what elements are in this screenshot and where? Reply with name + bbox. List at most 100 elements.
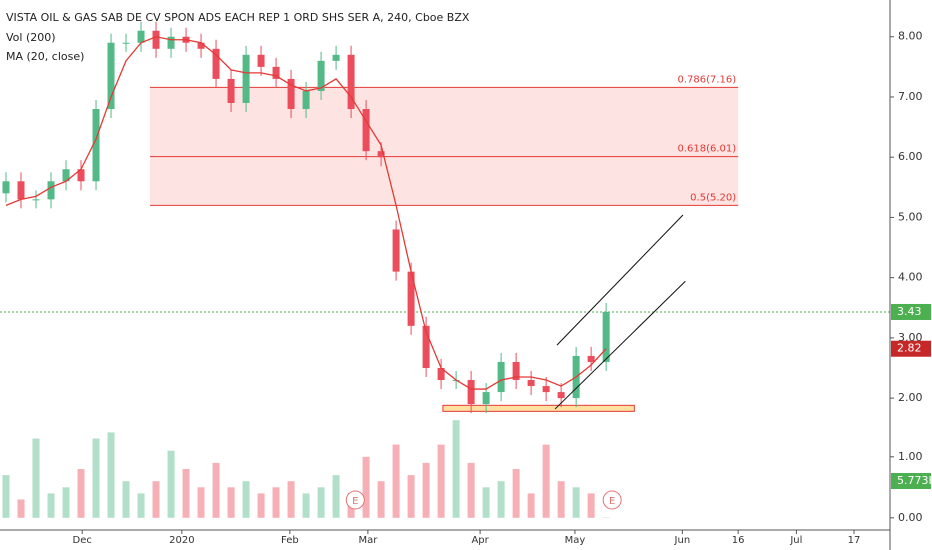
volume-bar: [62, 487, 70, 518]
indicator-label: MA (20, close): [6, 50, 84, 63]
y-tick-label: 6.00: [898, 150, 923, 163]
volume-bar: [212, 462, 220, 518]
volume-bar: [287, 481, 295, 518]
x-tick-label: Apr: [471, 535, 489, 546]
volume-bar: [512, 469, 520, 518]
volume-bar: [452, 420, 460, 518]
candle-body: [242, 54, 250, 103]
candle-body: [527, 380, 535, 387]
volume-bar: [92, 438, 100, 518]
volume-bar: [482, 487, 490, 518]
volume-bar: [242, 481, 250, 518]
candle-body: [122, 42, 130, 44]
candle-body: [32, 199, 40, 201]
earnings-marker: [345, 490, 365, 510]
volume-bar: [377, 481, 385, 518]
y-tick-label: 5.00: [898, 210, 923, 223]
candle-body: [272, 66, 280, 79]
volume-bar: [332, 475, 340, 518]
chart-title: VISTA OIL & GAS SAB DE CV SPON ADS EACH …: [6, 11, 470, 24]
candle-body: [317, 60, 325, 91]
volume-bar: [407, 475, 415, 518]
volume-bar: [77, 469, 85, 518]
volume-bar: [167, 450, 175, 518]
candle-body: [542, 386, 550, 393]
x-tick-label: Jul: [789, 535, 802, 546]
volume-bar: [437, 444, 445, 518]
volume-value-label: 5.773K: [897, 474, 932, 487]
x-tick-label: Dec: [73, 535, 92, 546]
plot: 0.786(7.16) 0.618(6.01) 0.5(5.20) E E: [0, 21, 890, 518]
volume-bar: [2, 475, 10, 518]
volume-bar: [542, 444, 550, 518]
candle-body: [287, 78, 295, 110]
ma-line: [5, 36, 607, 390]
fib-label: 0.5(5.20): [690, 192, 736, 203]
candle-body: [77, 169, 85, 182]
y-tick-label: 8.00: [898, 30, 923, 43]
candle-body: [137, 30, 145, 43]
volume-bar: [197, 487, 205, 518]
candle-body: [47, 181, 55, 200]
candle-body: [212, 48, 220, 79]
volume-tick-label: 1.00: [898, 450, 923, 463]
x-tick-label: 17: [848, 535, 861, 546]
candle-body: [362, 109, 370, 152]
earnings-label: E: [609, 496, 615, 507]
candle-body: [167, 36, 175, 49]
volume-bar: [182, 469, 190, 518]
x-tick-label: Mar: [358, 535, 378, 546]
y-tick-label: 3.00: [898, 331, 923, 344]
volume-tick-label: 0.00: [898, 511, 923, 524]
earnings-marker: [602, 490, 622, 510]
candle-body: [2, 181, 10, 194]
volume-bar: [137, 493, 145, 518]
candle-body: [347, 54, 355, 110]
candle-body: [152, 30, 160, 49]
candle-body: [467, 380, 475, 405]
candle-body: [377, 151, 385, 158]
candle-body: [227, 78, 235, 103]
last-price-label: 3.43: [897, 305, 922, 318]
volume-bar: [422, 462, 430, 518]
volume-bar: [392, 444, 400, 518]
x-tick-label: Feb: [281, 535, 299, 546]
candle-body: [107, 42, 115, 110]
candle-body: [557, 392, 565, 399]
candle-body: [422, 325, 430, 368]
y-tick-label: 7.00: [898, 90, 923, 103]
fib-label: 0.618(6.01): [677, 144, 736, 155]
volume-bar: [272, 487, 280, 518]
volume-bar: [587, 493, 595, 518]
x-tick-label: 16: [732, 535, 745, 546]
ma-value-label-box: [891, 340, 931, 357]
candle-body: [92, 109, 100, 182]
candle-body: [302, 90, 310, 110]
x-tick-label: 2020: [169, 535, 194, 546]
candle-body: [482, 392, 490, 405]
candle-body: [62, 169, 70, 182]
ma-value-label: 2.82: [897, 342, 922, 355]
volume-bar: [152, 481, 160, 518]
volume-bar: [572, 487, 580, 518]
candle-body: [497, 361, 505, 393]
volume-bar: [32, 438, 40, 518]
volume-bar: [557, 481, 565, 518]
trend-line: [554, 280, 686, 410]
volume-bar: [47, 493, 55, 518]
volume-bar: [317, 487, 325, 518]
candle-body: [17, 181, 25, 200]
fib-label: 0.786(7.16): [677, 74, 736, 85]
candle-body: [257, 54, 265, 67]
candle-body: [512, 361, 520, 381]
volume-bar: [302, 493, 310, 518]
last-price-label-box: [891, 303, 931, 320]
trend-line: [556, 214, 684, 346]
volume-value-label-box: [891, 473, 931, 489]
y-tick-label: 4.00: [898, 271, 923, 284]
candle-body: [437, 367, 445, 381]
indicator-label: Vol (200): [6, 31, 56, 44]
